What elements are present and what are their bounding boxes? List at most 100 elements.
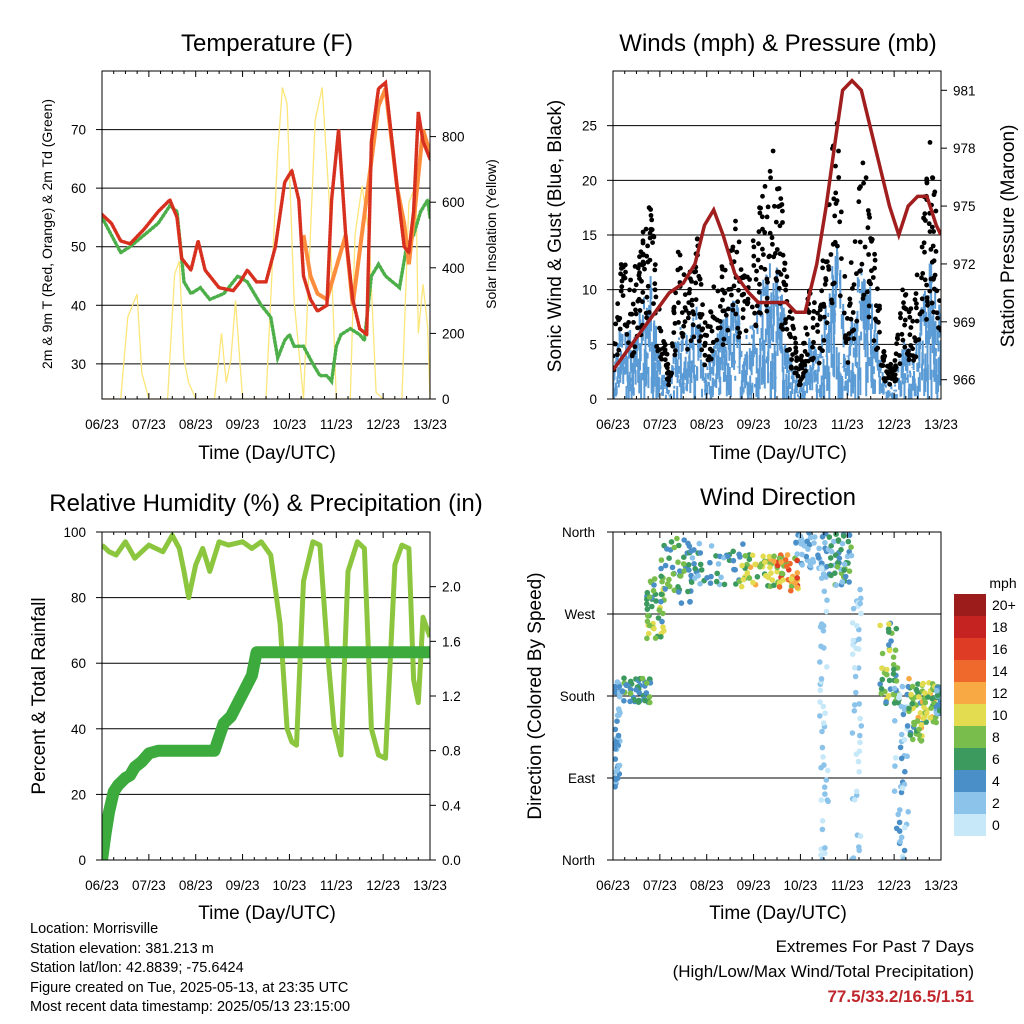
direction-point bbox=[658, 565, 664, 572]
gust-point bbox=[821, 304, 827, 309]
gust-point bbox=[741, 291, 747, 297]
y2-tick-label: 0 bbox=[442, 392, 450, 407]
gust-point bbox=[740, 315, 746, 321]
direction-point bbox=[822, 850, 828, 857]
legend-label: 4 bbox=[992, 773, 1000, 789]
direction-point bbox=[742, 553, 749, 559]
gust-point bbox=[616, 347, 622, 353]
gust-point bbox=[693, 280, 699, 286]
direction-point bbox=[721, 581, 728, 588]
gust-point bbox=[841, 310, 847, 316]
direction-point bbox=[925, 694, 931, 700]
series-rh bbox=[102, 532, 430, 761]
station-location: Location: Morrisville bbox=[30, 921, 159, 937]
gust-point bbox=[789, 357, 794, 362]
gust-point bbox=[649, 227, 655, 233]
direction-point bbox=[851, 702, 858, 708]
direction-point bbox=[895, 699, 901, 706]
direction-point bbox=[899, 785, 906, 791]
gust-point bbox=[922, 211, 928, 217]
gust-point bbox=[712, 315, 717, 321]
winds-ylabel: Sonic Wind & Gust (Blue, Black) bbox=[545, 100, 566, 372]
gust-point bbox=[784, 326, 790, 332]
gust-point bbox=[774, 278, 780, 283]
direction-point bbox=[918, 722, 925, 728]
direction-point bbox=[823, 608, 830, 615]
direction-point bbox=[920, 715, 927, 722]
gust-point bbox=[881, 349, 887, 355]
gust-point bbox=[627, 287, 632, 293]
gust-point bbox=[737, 330, 743, 336]
direction-point bbox=[858, 610, 864, 617]
gust-point bbox=[633, 307, 638, 313]
gust-point bbox=[895, 336, 900, 342]
gust-point bbox=[929, 224, 935, 230]
gust-point bbox=[887, 381, 893, 387]
temperature-title: Temperature (F) bbox=[181, 30, 353, 57]
gust-point bbox=[640, 259, 646, 265]
gust-point bbox=[875, 286, 880, 292]
direction-point bbox=[839, 579, 846, 585]
direction-point bbox=[674, 535, 680, 542]
direction-point bbox=[916, 694, 922, 700]
gust-point bbox=[619, 262, 625, 268]
gust-point bbox=[914, 301, 919, 306]
gust-point bbox=[900, 287, 905, 293]
gust-point bbox=[924, 295, 930, 301]
direction-point bbox=[650, 587, 657, 594]
direction-point bbox=[858, 723, 865, 729]
direction-point bbox=[646, 694, 653, 700]
direction-point bbox=[915, 681, 921, 687]
direction-point bbox=[664, 546, 670, 552]
gust-point bbox=[817, 307, 823, 313]
direction-point bbox=[644, 680, 650, 686]
solar-ylabel: Solar Insolation (Yellow) bbox=[483, 159, 499, 309]
direction-point bbox=[613, 683, 618, 690]
direction-point bbox=[846, 579, 852, 585]
direction-point bbox=[823, 777, 830, 783]
gust-point bbox=[720, 308, 726, 314]
direction-point bbox=[615, 732, 622, 739]
gust-point bbox=[644, 253, 650, 259]
gust-point bbox=[664, 365, 670, 371]
gust-point bbox=[615, 301, 621, 307]
wind-direction-xlabel: Time (Day/UTC) bbox=[709, 903, 847, 924]
gust-point bbox=[631, 320, 636, 325]
gust-point bbox=[623, 269, 628, 275]
series-dewpoint bbox=[102, 194, 430, 386]
figure-created: Figure created on Tue, 2025-05-13, at 23… bbox=[30, 979, 349, 996]
direction-point bbox=[771, 558, 777, 564]
y2-tick-label: 966 bbox=[953, 373, 976, 388]
gust-point bbox=[849, 328, 855, 334]
gust-point bbox=[711, 284, 717, 290]
gust-point bbox=[679, 330, 685, 336]
gust-point bbox=[720, 297, 725, 303]
direction-point bbox=[848, 544, 854, 550]
gust-point bbox=[725, 306, 731, 312]
direction-point bbox=[821, 588, 828, 595]
direction-point bbox=[899, 683, 906, 690]
direction-point bbox=[771, 582, 777, 589]
gust-point bbox=[806, 309, 812, 315]
direction-point bbox=[817, 713, 823, 719]
y-tick-label: 30 bbox=[71, 357, 86, 372]
gust-point bbox=[751, 253, 757, 259]
gust-point bbox=[630, 351, 635, 357]
gust-point bbox=[912, 297, 918, 303]
gust-point bbox=[885, 371, 891, 376]
direction-point bbox=[927, 715, 934, 721]
y-tick-label: 0 bbox=[589, 392, 597, 407]
gust-point bbox=[753, 322, 759, 328]
gust-point bbox=[865, 225, 871, 231]
direction-point bbox=[818, 575, 825, 581]
gust-point bbox=[708, 309, 713, 314]
direction-point bbox=[688, 548, 694, 554]
gust-point bbox=[777, 223, 783, 229]
y2-tick-label: 1.6 bbox=[442, 634, 461, 649]
gust-point bbox=[803, 368, 808, 374]
x-tick-label: 08/23 bbox=[690, 417, 724, 432]
gust-point bbox=[817, 314, 823, 320]
direction-point bbox=[886, 629, 892, 635]
direction-point bbox=[658, 598, 664, 605]
gust-point bbox=[731, 283, 737, 289]
